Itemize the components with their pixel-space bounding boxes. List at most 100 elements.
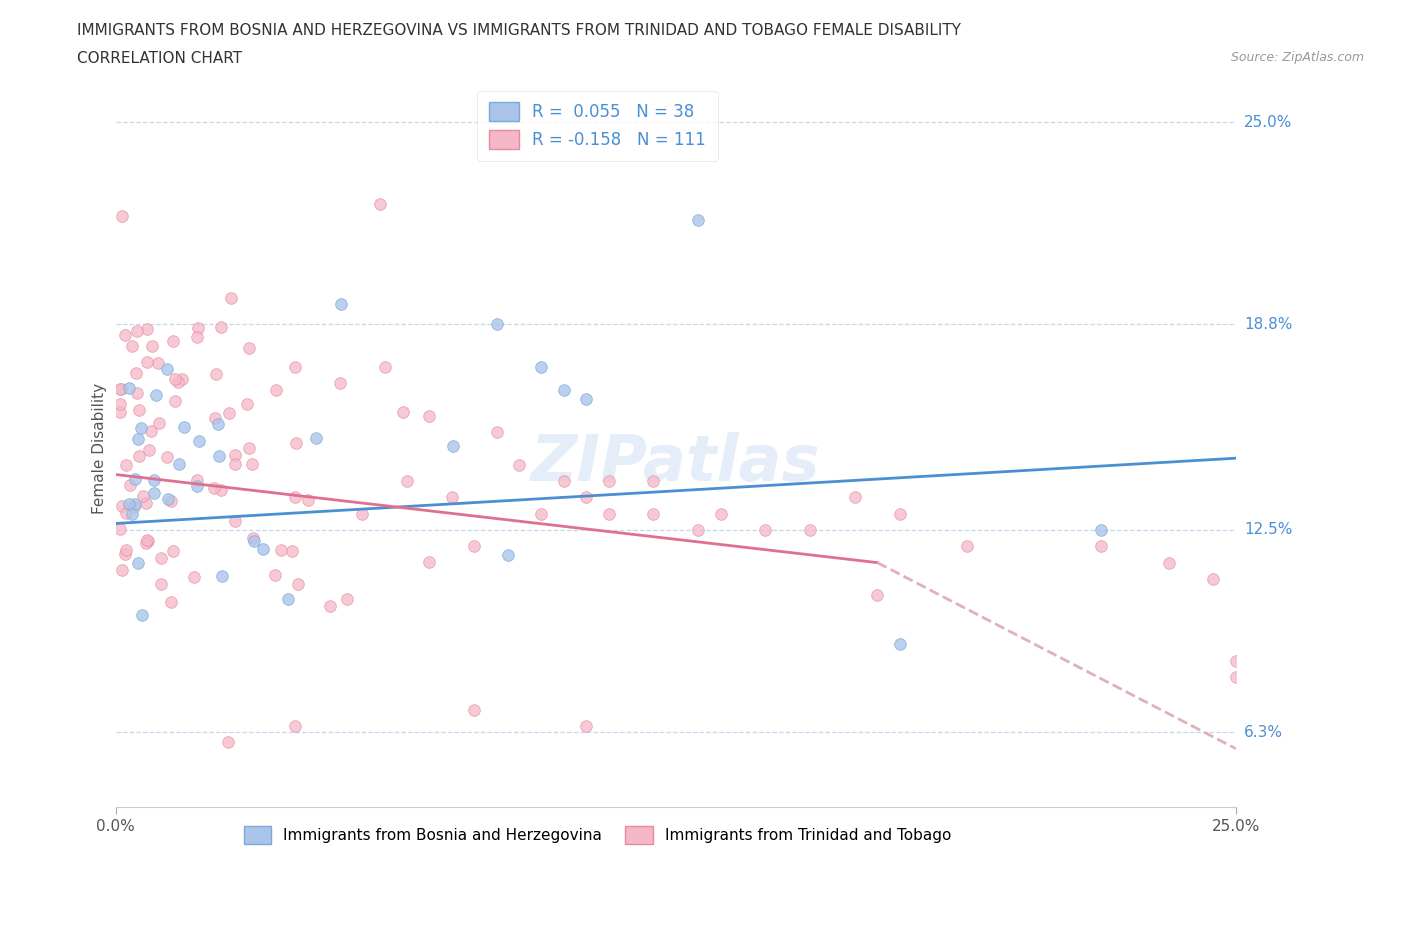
Immigrants from Bosnia and Herzegovina xyxy=(530,359,553,374)
Immigrants from Trinidad and Tobago xyxy=(280,543,302,558)
Immigrants from Trinidad and Tobago xyxy=(643,473,665,488)
Immigrants from Trinidad and Tobago xyxy=(108,382,131,397)
Immigrants from Trinidad and Tobago xyxy=(710,506,733,521)
Immigrants from Bosnia and Herzegovina xyxy=(127,432,149,446)
Immigrants from Trinidad and Tobago xyxy=(115,506,138,521)
Immigrants from Trinidad and Tobago xyxy=(844,490,866,505)
Immigrants from Trinidad and Tobago xyxy=(297,492,319,507)
Immigrants from Trinidad and Tobago xyxy=(1157,555,1180,570)
Immigrants from Trinidad and Tobago xyxy=(329,376,352,391)
Immigrants from Bosnia and Herzegovina xyxy=(118,497,141,512)
Immigrants from Trinidad and Tobago xyxy=(186,473,208,488)
Immigrants from Trinidad and Tobago xyxy=(162,544,184,559)
Immigrants from Trinidad and Tobago xyxy=(186,330,208,345)
Immigrants from Trinidad and Tobago xyxy=(149,551,172,565)
Immigrants from Trinidad and Tobago xyxy=(135,354,157,369)
Immigrants from Trinidad and Tobago xyxy=(530,506,553,521)
Immigrants from Trinidad and Tobago xyxy=(440,490,463,505)
Text: CORRELATION CHART: CORRELATION CHART xyxy=(77,51,242,66)
Immigrants from Bosnia and Herzegovina xyxy=(330,297,353,312)
Immigrants from Trinidad and Tobago xyxy=(186,321,208,336)
Text: 6.3%: 6.3% xyxy=(1244,724,1284,740)
Immigrants from Trinidad and Tobago xyxy=(956,538,979,553)
Immigrants from Trinidad and Tobago xyxy=(135,536,157,551)
Immigrants from Trinidad and Tobago xyxy=(118,477,141,492)
Immigrants from Trinidad and Tobago xyxy=(148,355,170,370)
Immigrants from Trinidad and Tobago xyxy=(148,416,170,431)
Immigrants from Trinidad and Tobago xyxy=(485,425,508,440)
Legend: Immigrants from Bosnia and Herzegovina, Immigrants from Trinidad and Tobago: Immigrants from Bosnia and Herzegovina, … xyxy=(238,820,957,850)
Immigrants from Trinidad and Tobago xyxy=(136,322,159,337)
Immigrants from Trinidad and Tobago xyxy=(287,577,309,591)
Immigrants from Bosnia and Herzegovina xyxy=(157,492,180,507)
Immigrants from Trinidad and Tobago xyxy=(575,718,598,733)
Immigrants from Trinidad and Tobago xyxy=(598,473,620,488)
Immigrants from Trinidad and Tobago xyxy=(284,718,307,733)
Immigrants from Trinidad and Tobago xyxy=(122,499,145,514)
Immigrants from Bosnia and Herzegovina xyxy=(156,361,179,376)
Immigrants from Bosnia and Herzegovina xyxy=(118,380,141,395)
Immigrants from Trinidad and Tobago xyxy=(114,458,136,472)
Immigrants from Trinidad and Tobago xyxy=(219,290,242,305)
Immigrants from Trinidad and Tobago xyxy=(373,359,395,374)
Immigrants from Trinidad and Tobago xyxy=(114,327,136,342)
Y-axis label: Female Disability: Female Disability xyxy=(93,383,107,514)
Immigrants from Trinidad and Tobago xyxy=(240,457,263,472)
Immigrants from Bosnia and Herzegovina xyxy=(129,421,152,436)
Immigrants from Trinidad and Tobago xyxy=(224,513,246,528)
Immigrants from Trinidad and Tobago xyxy=(114,547,136,562)
Immigrants from Bosnia and Herzegovina xyxy=(688,213,710,228)
Immigrants from Bosnia and Herzegovina xyxy=(553,382,575,397)
Immigrants from Trinidad and Tobago xyxy=(508,458,530,472)
Immigrants from Trinidad and Tobago xyxy=(224,447,246,462)
Immigrants from Trinidad and Tobago xyxy=(1225,653,1247,668)
Immigrants from Trinidad and Tobago xyxy=(218,405,240,420)
Immigrants from Trinidad and Tobago xyxy=(205,367,228,382)
Text: IMMIGRANTS FROM BOSNIA AND HERZEGOVINA VS IMMIGRANTS FROM TRINIDAD AND TOBAGO FE: IMMIGRANTS FROM BOSNIA AND HERZEGOVINA V… xyxy=(77,23,962,38)
Immigrants from Bosnia and Herzegovina xyxy=(211,568,233,583)
Immigrants from Bosnia and Herzegovina xyxy=(124,472,146,486)
Immigrants from Trinidad and Tobago xyxy=(598,506,620,521)
Immigrants from Trinidad and Tobago xyxy=(263,568,285,583)
Immigrants from Trinidad and Tobago xyxy=(183,570,205,585)
Immigrants from Trinidad and Tobago xyxy=(754,523,776,538)
Immigrants from Trinidad and Tobago xyxy=(209,483,232,498)
Immigrants from Trinidad and Tobago xyxy=(111,563,134,578)
Immigrants from Trinidad and Tobago xyxy=(224,457,246,472)
Immigrants from Trinidad and Tobago xyxy=(108,522,131,537)
Immigrants from Trinidad and Tobago xyxy=(125,365,148,380)
Immigrants from Trinidad and Tobago xyxy=(136,533,159,548)
Immigrants from Trinidad and Tobago xyxy=(370,196,392,211)
Immigrants from Trinidad and Tobago xyxy=(135,496,157,511)
Immigrants from Trinidad and Tobago xyxy=(110,381,132,396)
Immigrants from Trinidad and Tobago xyxy=(121,339,143,353)
Immigrants from Bosnia and Herzegovina xyxy=(1090,523,1112,538)
Immigrants from Trinidad and Tobago xyxy=(236,397,259,412)
Immigrants from Trinidad and Tobago xyxy=(156,450,179,465)
Immigrants from Trinidad and Tobago xyxy=(270,542,292,557)
Immigrants from Bosnia and Herzegovina xyxy=(575,392,598,407)
Text: Source: ZipAtlas.com: Source: ZipAtlas.com xyxy=(1230,51,1364,64)
Immigrants from Trinidad and Tobago xyxy=(319,598,342,613)
Immigrants from Trinidad and Tobago xyxy=(204,410,226,425)
Text: 12.5%: 12.5% xyxy=(1244,523,1292,538)
Immigrants from Trinidad and Tobago xyxy=(149,577,172,591)
Text: 25.0%: 25.0% xyxy=(1244,114,1292,129)
Immigrants from Trinidad and Tobago xyxy=(799,523,821,538)
Immigrants from Bosnia and Herzegovina xyxy=(145,387,167,402)
Immigrants from Trinidad and Tobago xyxy=(165,393,187,408)
Immigrants from Trinidad and Tobago xyxy=(217,735,239,750)
Immigrants from Bosnia and Herzegovina xyxy=(143,485,166,500)
Immigrants from Trinidad and Tobago xyxy=(141,339,163,353)
Immigrants from Trinidad and Tobago xyxy=(1225,670,1247,684)
Immigrants from Bosnia and Herzegovina xyxy=(277,591,299,606)
Immigrants from Bosnia and Herzegovina xyxy=(207,417,229,432)
Immigrants from Trinidad and Tobago xyxy=(159,493,181,508)
Immigrants from Trinidad and Tobago xyxy=(553,473,575,488)
Immigrants from Bosnia and Herzegovina xyxy=(889,637,911,652)
Immigrants from Bosnia and Herzegovina xyxy=(143,472,166,487)
Immigrants from Trinidad and Tobago xyxy=(162,333,184,348)
Immigrants from Trinidad and Tobago xyxy=(418,554,440,569)
Immigrants from Trinidad and Tobago xyxy=(1090,538,1112,553)
Immigrants from Trinidad and Tobago xyxy=(128,448,150,463)
